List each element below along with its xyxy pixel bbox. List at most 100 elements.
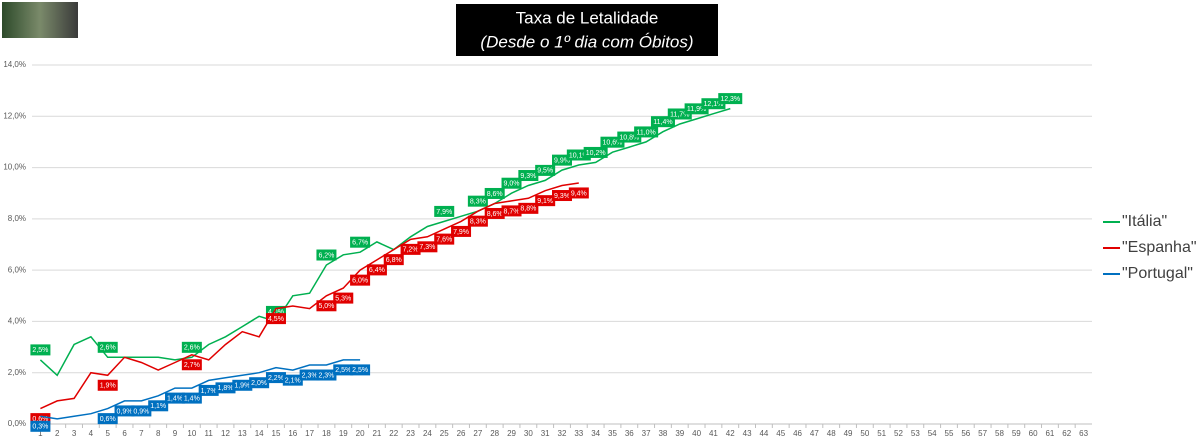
data-label-box: [215, 382, 236, 394]
x-tick-label: 5: [105, 429, 110, 438]
data-label: 8,3%: [470, 199, 486, 206]
data-label: 5,0%: [318, 303, 334, 310]
data-label: 0,3%: [32, 424, 48, 431]
data-label-box: [501, 205, 522, 217]
data-label-box: [583, 146, 608, 158]
x-tick-label: 15: [272, 429, 281, 438]
data-label: 11,0%: [636, 129, 655, 136]
data-label: 6,4%: [369, 267, 385, 274]
data-label-box: [299, 369, 320, 381]
data-label-box: [333, 364, 354, 376]
data-label: 2,5%: [335, 367, 351, 374]
x-tick-label: 42: [726, 429, 735, 438]
x-tick-label: 56: [961, 429, 970, 438]
x-tick-label: 28: [490, 429, 499, 438]
x-tick-label: 39: [675, 429, 684, 438]
data-label: 12,3%: [720, 96, 740, 103]
data-label-box: [566, 149, 591, 161]
data-label: 11,9%: [687, 106, 706, 113]
data-label: 10,1%: [569, 152, 589, 159]
data-label-box: [400, 243, 421, 255]
x-tick-label: 35: [608, 429, 617, 438]
data-label: 4,5%: [268, 316, 284, 323]
data-label: 2,3%: [302, 372, 318, 379]
data-label: 8,6%: [487, 211, 503, 218]
x-tick-label: 40: [692, 429, 701, 438]
data-label: 5,3%: [335, 295, 351, 302]
data-label: 9,9%: [554, 157, 570, 164]
data-label: 8,8%: [520, 206, 536, 213]
data-label-box: [467, 195, 488, 207]
data-label: 1,9%: [100, 383, 116, 390]
data-label-box: [467, 215, 488, 227]
x-tick-label: 46: [793, 429, 802, 438]
series-line: [40, 359, 361, 420]
data-label-box: [650, 116, 675, 128]
data-label: 2,7%: [184, 362, 200, 369]
data-label-box: [552, 154, 572, 166]
title-box: [456, 4, 718, 56]
data-label: 7,6%: [436, 236, 452, 243]
data-label-box: [434, 205, 455, 217]
x-tick-label: 18: [322, 429, 331, 438]
x-tick-label: 63: [1079, 429, 1088, 438]
y-tick-label: 0,0%: [8, 419, 26, 428]
data-label-box: [316, 369, 337, 381]
data-label: 8,7%: [504, 208, 520, 215]
data-label-box: [30, 413, 51, 425]
data-label-box: [265, 305, 286, 317]
data-label-box: [30, 420, 51, 432]
series-line: [40, 182, 579, 410]
x-tick-label: 51: [877, 429, 886, 438]
x-tick-label: 62: [1062, 429, 1071, 438]
data-label-box: [718, 93, 743, 105]
data-label: 0,6%: [100, 416, 116, 423]
x-tick-label: 36: [625, 429, 634, 438]
data-label: 2,0%: [251, 380, 267, 387]
x-tick-label: 31: [541, 429, 550, 438]
data-label-box: [165, 392, 186, 404]
x-tick-label: 23: [406, 429, 415, 438]
data-label-box: [701, 98, 726, 110]
data-label-box: [535, 195, 556, 207]
x-tick-label: 57: [978, 429, 987, 438]
data-label-box: [97, 379, 118, 391]
data-label: 1,7%: [201, 388, 217, 395]
data-label: 0,9%: [117, 408, 133, 415]
x-tick-label: 41: [709, 429, 718, 438]
x-tick-label: 45: [776, 429, 785, 438]
data-label-box: [181, 392, 202, 404]
x-tick-label: 61: [1045, 429, 1054, 438]
data-label-box: [684, 103, 709, 115]
data-label: 11,7%: [670, 111, 689, 118]
x-tick-label: 53: [911, 429, 920, 438]
data-label: 9,3%: [520, 173, 536, 180]
data-label-box: [366, 264, 387, 276]
data-label: 10,2%: [586, 150, 606, 157]
data-label: 10,6%: [603, 140, 623, 147]
x-tick-label: 16: [288, 429, 297, 438]
data-label: 9,1%: [537, 198, 553, 205]
x-tick-label: 21: [372, 429, 381, 438]
data-label-box: [451, 225, 472, 237]
data-label-box: [600, 136, 625, 148]
y-tick-label: 6,0%: [8, 265, 26, 274]
chart-subtitle: (Desde o 1º dia com Óbitos): [480, 32, 693, 51]
x-tick-label: 20: [356, 429, 365, 438]
x-tick-label: 3: [72, 429, 77, 438]
x-tick-label: 29: [507, 429, 516, 438]
x-tick-label: 30: [524, 429, 533, 438]
data-label: 2,5%: [32, 347, 48, 354]
x-tick-label: 54: [928, 429, 937, 438]
x-tick-label: 13: [238, 429, 247, 438]
x-tick-label: 11: [205, 429, 214, 438]
data-label: 0,9%: [133, 408, 149, 415]
data-label-box: [552, 190, 572, 202]
data-label-box: [198, 384, 219, 396]
data-label: 9,5%: [537, 168, 553, 175]
data-label-box: [434, 233, 455, 245]
data-label: 11,4%: [653, 119, 672, 126]
data-label: 6,8%: [386, 257, 402, 264]
data-label-box: [484, 207, 505, 219]
data-label: 6,2%: [318, 252, 334, 259]
